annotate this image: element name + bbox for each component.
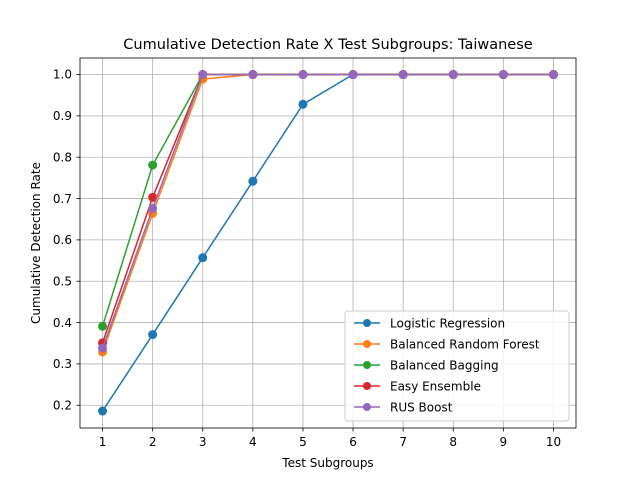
data-point (548, 70, 558, 80)
y-tick-label: 0.9 (53, 109, 72, 123)
x-tick-label: 6 (349, 435, 357, 449)
series-layer (98, 70, 558, 416)
y-tick-label: 0.6 (53, 233, 72, 247)
y-tick-label: 1.0 (53, 68, 72, 82)
x-tick-label: 3 (199, 435, 207, 449)
legend-frame (344, 310, 570, 422)
data-point (248, 176, 258, 186)
x-tick-label: 10 (546, 435, 561, 449)
y-axis-label: Cumulative Detection Rate (29, 162, 43, 324)
legend-label: Balanced Random Forest (390, 337, 540, 351)
y-tick-label: 0.5 (53, 274, 72, 288)
legend-marker (363, 340, 371, 348)
legend-marker (363, 403, 371, 411)
data-point (498, 70, 508, 80)
x-tick-label: 1 (99, 435, 107, 449)
legend-label: Logistic Regression (390, 316, 505, 330)
series-rus-boost (98, 70, 558, 353)
data-point (98, 406, 108, 416)
legend-label: RUS Boost (390, 400, 453, 414)
data-point (248, 70, 258, 80)
y-tick-label: 0.2 (53, 398, 72, 412)
y-tick-label: 0.3 (53, 357, 72, 371)
x-tick-label: 7 (399, 435, 407, 449)
legend-label: Easy Ensemble (390, 379, 481, 393)
data-point (298, 99, 308, 109)
data-point (298, 70, 308, 80)
x-tick-label: 2 (149, 435, 157, 449)
legend-label: Balanced Bagging (390, 358, 499, 372)
y-tick-label: 0.4 (53, 316, 72, 330)
legend-marker (363, 361, 371, 369)
y-tick-label: 0.8 (53, 150, 72, 164)
data-point (198, 70, 208, 80)
data-point (148, 203, 158, 213)
series-line (101, 73, 554, 349)
legend: Logistic Regression Balanced Random Fores… (344, 310, 570, 422)
x-tick-label: 9 (500, 435, 508, 449)
data-point (198, 253, 208, 263)
data-point (348, 70, 358, 80)
x-axis: 1 2 3 4 5 6 7 8 9 10 (99, 428, 561, 449)
plot-frame (79, 57, 577, 429)
data-point (398, 70, 408, 80)
y-tick-label: 0.7 (53, 192, 72, 206)
x-tick-label: 4 (249, 435, 257, 449)
x-tick-label: 5 (299, 435, 307, 449)
data-point (448, 70, 458, 80)
data-point (98, 321, 108, 331)
y-axis: 0.2 0.3 0.4 0.5 0.6 0.7 0.8 0.9 1.0 (53, 68, 80, 412)
data-point (98, 343, 108, 353)
data-point (148, 160, 158, 170)
data-point (148, 330, 158, 340)
x-tick-label: 8 (449, 435, 457, 449)
legend-marker (363, 319, 371, 327)
legend-marker (363, 382, 371, 390)
x-axis-label: Test Subgroups (281, 456, 373, 470)
chart-title: Cumulative Detection Rate X Test Subgrou… (123, 37, 533, 53)
